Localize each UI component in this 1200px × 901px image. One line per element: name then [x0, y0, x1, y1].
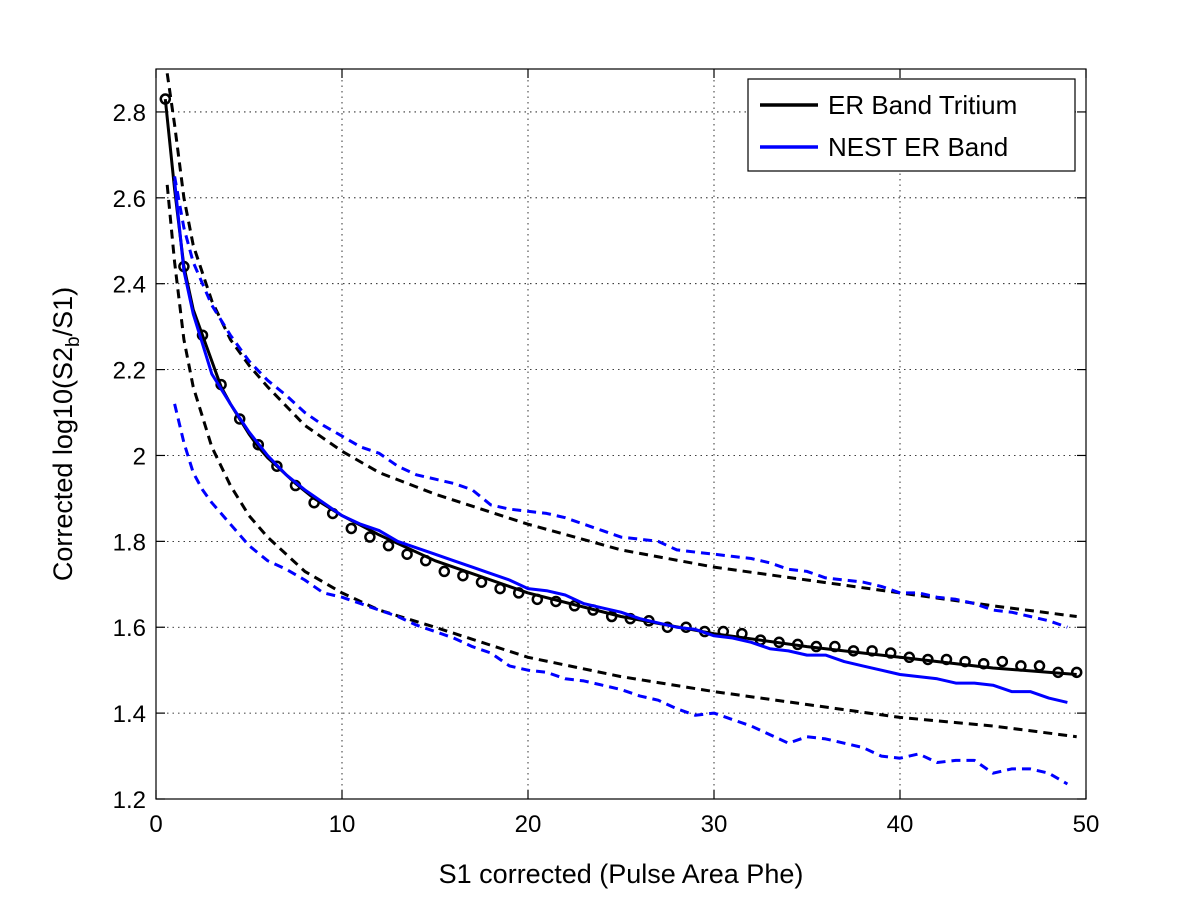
y-tick-label: 1.4	[113, 701, 146, 728]
y-tick-label: 2.4	[113, 272, 146, 299]
x-axis-label: S1 corrected (Pulse Area Phe)	[439, 859, 804, 889]
data-point	[959, 655, 971, 668]
data-point	[810, 640, 823, 653]
y-tick-label: 2	[133, 443, 146, 470]
y-tick-label: 2.2	[113, 358, 146, 385]
x-tick-label: 40	[887, 811, 914, 838]
x-tick-label: 30	[701, 811, 728, 838]
legend-label: ER Band Tritium	[828, 90, 1017, 120]
data-point	[233, 413, 246, 425]
y-tick-label: 2.8	[113, 100, 146, 127]
data-point	[531, 593, 544, 606]
tick-labels: 0 10 20 30 40 50 1.2 1.4 1.6 1.8 2 2.2 2.4 2.6 2.8	[113, 100, 1100, 838]
data-point	[847, 645, 860, 657]
data-point	[866, 645, 878, 657]
data-point	[494, 582, 506, 595]
data-point	[401, 548, 413, 560]
data-point	[345, 522, 358, 535]
x-tick-label: 0	[149, 811, 162, 838]
data-point	[475, 576, 488, 588]
axis-ticks	[155, 69, 1087, 800]
data-point	[996, 655, 1009, 668]
data-point	[829, 640, 841, 653]
series-group	[159, 73, 1083, 786]
series-tritium-band-dashed	[165, 73, 1077, 618]
y-axis-label-main: Corrected log10(S2	[48, 347, 78, 581]
series-tritium-band-dashed	[165, 184, 1077, 739]
data-point	[977, 657, 990, 670]
data-point	[1052, 666, 1064, 679]
y-axis-label-subscript: b	[63, 336, 84, 347]
legend-box	[747, 78, 1076, 172]
y-tick-label: 2.6	[113, 186, 146, 213]
data-point	[438, 565, 451, 578]
data-point	[605, 610, 618, 623]
series-nest-er-band-line	[173, 180, 1068, 704]
data-point	[922, 653, 934, 666]
data-point	[382, 539, 395, 552]
data-point	[884, 647, 897, 659]
data-point	[364, 531, 376, 543]
y-axis-label: Corrected log10(S2b/S1)	[48, 287, 84, 581]
x-tick-label: 20	[515, 811, 542, 838]
data-point	[419, 554, 432, 567]
y-tick-label: 1.6	[113, 615, 146, 642]
plot-frame	[155, 68, 1087, 800]
data-point	[550, 595, 562, 608]
x-tick-label: 10	[329, 811, 356, 838]
data-point	[308, 496, 320, 509]
data-point	[512, 587, 525, 599]
data-point	[736, 627, 748, 640]
data-point	[1015, 660, 1027, 672]
legend-label: NEST ER Band	[828, 132, 1008, 162]
legend: ER Band Tritium NEST ER Band	[747, 78, 1076, 172]
data-point	[1033, 660, 1046, 672]
data-point	[271, 460, 283, 472]
data-point	[568, 600, 581, 612]
y-tick-label: 1.8	[113, 529, 146, 556]
y-tick-label: 1.2	[113, 787, 146, 814]
data-point	[457, 569, 469, 582]
y-axis-label-tail: /S1)	[48, 287, 78, 337]
data-point	[252, 438, 265, 451]
data-point	[791, 638, 804, 651]
data-point	[903, 651, 916, 664]
data-point	[940, 653, 953, 666]
data-point	[1070, 666, 1083, 679]
data-point	[159, 93, 172, 105]
data-point	[773, 636, 785, 649]
x-tick-label: 50	[1073, 811, 1100, 838]
series-nest-band-dashed	[173, 403, 1069, 786]
